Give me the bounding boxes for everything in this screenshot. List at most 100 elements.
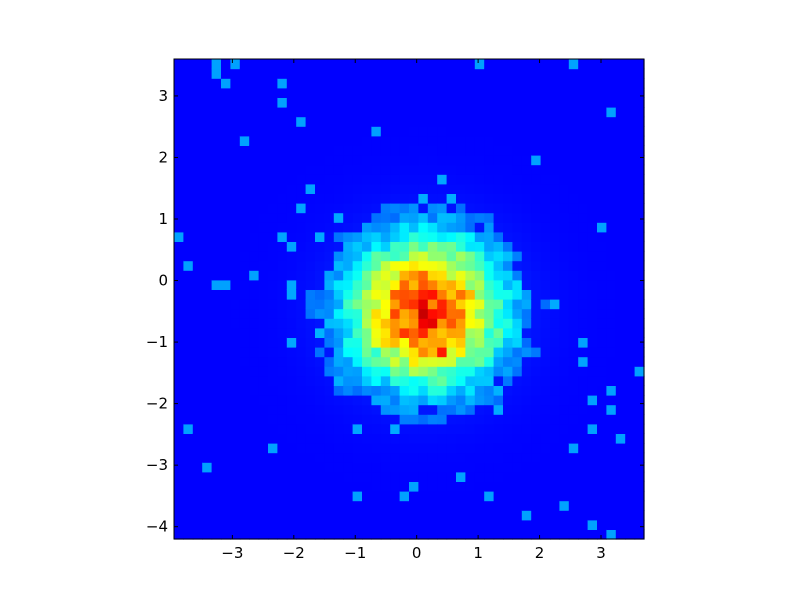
heatmap-cell	[380, 279, 391, 290]
heatmap-cell	[540, 481, 551, 492]
heatmap-cell	[315, 279, 325, 290]
heatmap-cell	[352, 366, 363, 377]
heatmap-cell	[521, 404, 532, 415]
heatmap-cell	[305, 481, 316, 492]
heatmap-cell	[409, 529, 419, 540]
heatmap-cell	[418, 327, 429, 338]
heatmap-cell	[286, 443, 297, 454]
heatmap-cell	[597, 107, 607, 118]
heatmap-cell	[493, 356, 504, 367]
heatmap-cell	[615, 462, 626, 473]
heatmap-cell	[183, 308, 194, 319]
heatmap-cell	[474, 241, 485, 252]
heatmap-cell	[268, 260, 278, 271]
heatmap-cell	[277, 529, 288, 540]
heatmap-cell	[597, 519, 607, 530]
heatmap-cell	[427, 279, 438, 290]
heatmap-cell	[437, 126, 448, 137]
heatmap-cell	[399, 155, 410, 166]
heatmap-cell	[465, 107, 476, 118]
heatmap-cell	[597, 270, 607, 281]
heatmap-cell	[239, 356, 250, 367]
heatmap-cell	[390, 452, 401, 463]
heatmap-cell	[578, 471, 589, 482]
heatmap-cell	[521, 452, 532, 463]
heatmap-cell	[239, 366, 250, 377]
heatmap-cell	[230, 260, 241, 271]
heatmap-cell	[305, 289, 316, 300]
heatmap-cell	[268, 510, 278, 521]
heatmap-cell	[202, 443, 213, 454]
heatmap-cell	[230, 462, 241, 473]
heatmap-cell	[324, 279, 335, 290]
y-tick-label: −2	[146, 395, 168, 413]
heatmap-cell	[474, 375, 485, 386]
heatmap-cell	[371, 385, 382, 396]
heatmap-cell	[324, 366, 335, 377]
heatmap-cell	[324, 327, 335, 338]
heatmap-cell	[550, 241, 560, 252]
heatmap-cell	[249, 78, 260, 89]
heatmap-cell	[230, 519, 241, 530]
heatmap-cell	[183, 260, 194, 271]
heatmap-cell	[531, 308, 542, 319]
heatmap-cell	[437, 529, 448, 540]
heatmap-cell	[277, 78, 288, 89]
heatmap-cell	[268, 289, 278, 300]
heatmap-cell	[211, 193, 222, 204]
heatmap-cell	[362, 203, 372, 214]
heatmap-cell	[174, 308, 184, 319]
heatmap-cell	[446, 279, 457, 290]
heatmap-cell	[446, 337, 457, 348]
heatmap-cell	[427, 97, 438, 108]
heatmap-cell	[174, 155, 184, 166]
heatmap-cell	[465, 68, 476, 79]
heatmap-cell	[409, 135, 419, 146]
heatmap-cell	[437, 183, 448, 194]
heatmap-cell	[211, 260, 222, 271]
heatmap-cell	[343, 404, 354, 415]
heatmap-cell	[512, 519, 523, 530]
heatmap-cell	[399, 97, 410, 108]
heatmap-cell	[615, 116, 626, 127]
heatmap-cell	[484, 423, 495, 434]
heatmap-cell	[484, 203, 495, 214]
heatmap-cell	[380, 78, 391, 89]
heatmap-cell	[305, 462, 316, 473]
heatmap-cell	[474, 491, 485, 502]
heatmap-cell	[474, 68, 485, 79]
heatmap-cell	[390, 97, 401, 108]
heatmap-cell	[268, 481, 278, 492]
heatmap-cell	[239, 337, 250, 348]
heatmap-cell	[352, 318, 363, 329]
heatmap-cell	[446, 241, 457, 252]
heatmap-cell	[362, 347, 372, 358]
heatmap-cell	[512, 68, 523, 79]
heatmap-cell	[380, 97, 391, 108]
plot-area	[173, 58, 645, 540]
heatmap-cell	[427, 59, 438, 70]
heatmap-cell	[333, 231, 344, 242]
heatmap-cell	[343, 183, 354, 194]
heatmap-cell	[540, 135, 551, 146]
heatmap-cell	[456, 260, 466, 271]
heatmap-cell	[183, 500, 194, 511]
heatmap-cell	[465, 260, 476, 271]
heatmap-cell	[456, 452, 466, 463]
heatmap-cell	[634, 471, 645, 482]
heatmap-cell	[531, 279, 542, 290]
heatmap-cell	[249, 251, 260, 262]
heatmap-cell	[531, 433, 542, 444]
heatmap-cell	[249, 164, 260, 175]
heatmap-cell	[550, 443, 560, 454]
heatmap-cell	[446, 471, 457, 482]
heatmap-cell	[587, 443, 598, 454]
heatmap-cell	[286, 500, 297, 511]
heatmap-cell	[333, 203, 344, 214]
heatmap-cell	[484, 135, 495, 146]
heatmap-cell	[503, 107, 513, 118]
heatmap-cell	[446, 260, 457, 271]
heatmap-cell	[531, 231, 542, 242]
heatmap-cell	[343, 241, 354, 252]
heatmap-cell	[409, 59, 419, 70]
